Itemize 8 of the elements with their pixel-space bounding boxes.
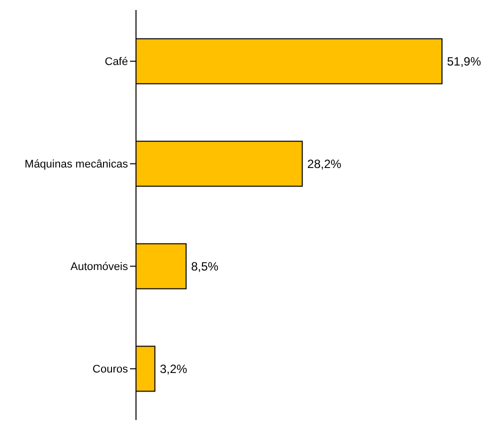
data-label: 3,2% <box>160 362 188 376</box>
data-label: 51,9% <box>447 54 482 68</box>
y-tick-label: Automóveis <box>70 261 128 274</box>
y-tick-label: Máquinas mecânicas <box>24 158 128 171</box>
data-label: 28,2% <box>307 156 342 171</box>
y-tick-label: Café <box>104 56 128 68</box>
y-tick-label: Couros <box>92 364 128 376</box>
data-label: 8,5% <box>191 259 219 274</box>
